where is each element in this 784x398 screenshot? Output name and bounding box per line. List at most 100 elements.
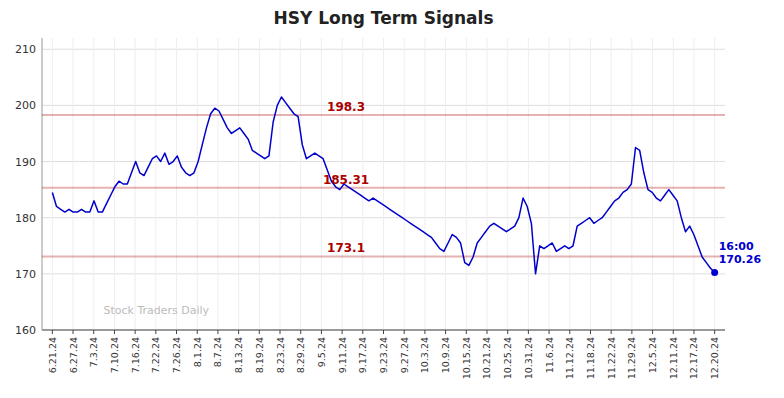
x-tick <box>652 330 653 334</box>
x-tick <box>611 330 612 334</box>
x-grid-line <box>93 38 94 330</box>
x-grid-line <box>135 38 136 330</box>
x-tick-label: 7.26.24 <box>171 337 182 373</box>
x-tick-label: 7.10.24 <box>109 337 120 373</box>
reference-label: 185.31 <box>323 173 369 187</box>
x-tick-label: 7.3.24 <box>88 337 99 367</box>
x-tick-label: 11.6.24 <box>544 337 555 373</box>
x-tick-label: 10.25.24 <box>502 337 513 379</box>
x-grid-line <box>280 38 281 330</box>
x-tick-label: 9.17.24 <box>357 337 368 373</box>
x-tick-label: 8.23.24 <box>275 337 286 373</box>
x-tick-label: 9.27.24 <box>399 337 410 373</box>
x-tick <box>445 330 446 334</box>
last-price-dot <box>711 269 718 276</box>
title: HSY Long Term Signals <box>273 8 493 28</box>
x-tick <box>362 330 363 334</box>
x-tick <box>217 330 218 334</box>
x-grid-line <box>217 38 218 330</box>
x-tick-label: 9.11.24 <box>337 337 348 373</box>
x-tick-label: 6.27.24 <box>68 337 79 373</box>
x-grid-line <box>549 38 550 330</box>
y-tick-label: 180 <box>15 212 36 225</box>
reference-label: 198.3 <box>327 100 365 114</box>
x-tick-label: 9.5.24 <box>316 337 327 367</box>
x-tick <box>176 330 177 334</box>
x-grid-line <box>259 38 260 330</box>
x-tick-label: 10.3.24 <box>419 337 430 373</box>
x-tick-label: 7.22.24 <box>150 337 161 373</box>
plot-area <box>42 97 725 274</box>
x-grid-line <box>321 38 322 330</box>
x-tick-label: 8.1.24 <box>192 337 203 367</box>
x-tick <box>714 330 715 334</box>
x-tick <box>259 330 260 334</box>
x-grid-line <box>52 38 53 330</box>
y-tick-label: 190 <box>15 156 36 169</box>
x-grid-line <box>693 38 694 330</box>
x-tick <box>155 330 156 334</box>
x-tick <box>342 330 343 334</box>
reference-label: 173.1 <box>327 241 365 255</box>
x-grid-line <box>466 38 467 330</box>
x-tick <box>590 330 591 334</box>
x-grid-line <box>507 38 508 330</box>
x-tick-label: 8.19.24 <box>254 337 265 373</box>
x-tick-label: 8.13.24 <box>233 337 244 373</box>
x-tick-label: 12.11.24 <box>668 337 679 379</box>
x-grid-line <box>714 38 715 330</box>
x-tick <box>197 330 198 334</box>
x-grid-line <box>197 38 198 330</box>
x-tick <box>631 330 632 334</box>
x-grid-line <box>238 38 239 330</box>
y-tick-label: 200 <box>15 99 36 112</box>
x-grid-line <box>155 38 156 330</box>
x-tick <box>280 330 281 334</box>
chart: HSY Long Term Signals Stock Traders Daily… <box>0 0 784 398</box>
x-grid-line <box>114 38 115 330</box>
x-tick-label: 11.18.24 <box>585 337 596 379</box>
x-tick-label: 8.7.24 <box>212 337 223 367</box>
watermark: Stock Traders Daily <box>103 304 209 317</box>
x-tick <box>693 330 694 334</box>
y-tick-label: 160 <box>15 324 36 337</box>
x-tick <box>114 330 115 334</box>
x-tick-label: 12.17.24 <box>688 337 699 379</box>
last-time-label: 16:00 <box>719 240 754 253</box>
x-tick <box>424 330 425 334</box>
x-tick <box>238 330 239 334</box>
x-tick-label: 8.29.24 <box>295 337 306 373</box>
x-tick <box>321 330 322 334</box>
y-tick-label: 170 <box>15 268 36 281</box>
x-tick-label: 10.21.24 <box>481 337 492 379</box>
x-grid-line <box>590 38 591 330</box>
x-tick-label: 11.29.24 <box>626 337 637 379</box>
x-tick <box>466 330 467 334</box>
x-tick-label: 10.9.24 <box>440 337 451 373</box>
x-grid-line <box>176 38 177 330</box>
x-tick <box>73 330 74 334</box>
x-tick-label: 12.5.24 <box>647 337 658 373</box>
x-tick <box>383 330 384 334</box>
x-grid-line <box>486 38 487 330</box>
y-tick-label: 210 <box>15 43 36 56</box>
x-grid-line <box>300 38 301 330</box>
x-grid-line <box>424 38 425 330</box>
x-grid-line <box>73 38 74 330</box>
x-tick <box>486 330 487 334</box>
x-tick <box>93 330 94 334</box>
x-grid-line <box>569 38 570 330</box>
x-tick <box>135 330 136 334</box>
x-grid-line <box>652 38 653 330</box>
x-grid-line <box>673 38 674 330</box>
x-tick-label: 11.12.24 <box>564 337 575 379</box>
x-grid-line <box>383 38 384 330</box>
x-grid-line <box>445 38 446 330</box>
x-tick-label: 6.21.24 <box>47 337 58 373</box>
last-price-label: 170.26 <box>719 253 762 266</box>
x-tick-label: 11.22.24 <box>606 337 617 379</box>
x-tick <box>404 330 405 334</box>
x-tick-label: 10.31.24 <box>523 337 534 379</box>
price-line <box>52 97 714 274</box>
reference-line <box>42 114 725 116</box>
